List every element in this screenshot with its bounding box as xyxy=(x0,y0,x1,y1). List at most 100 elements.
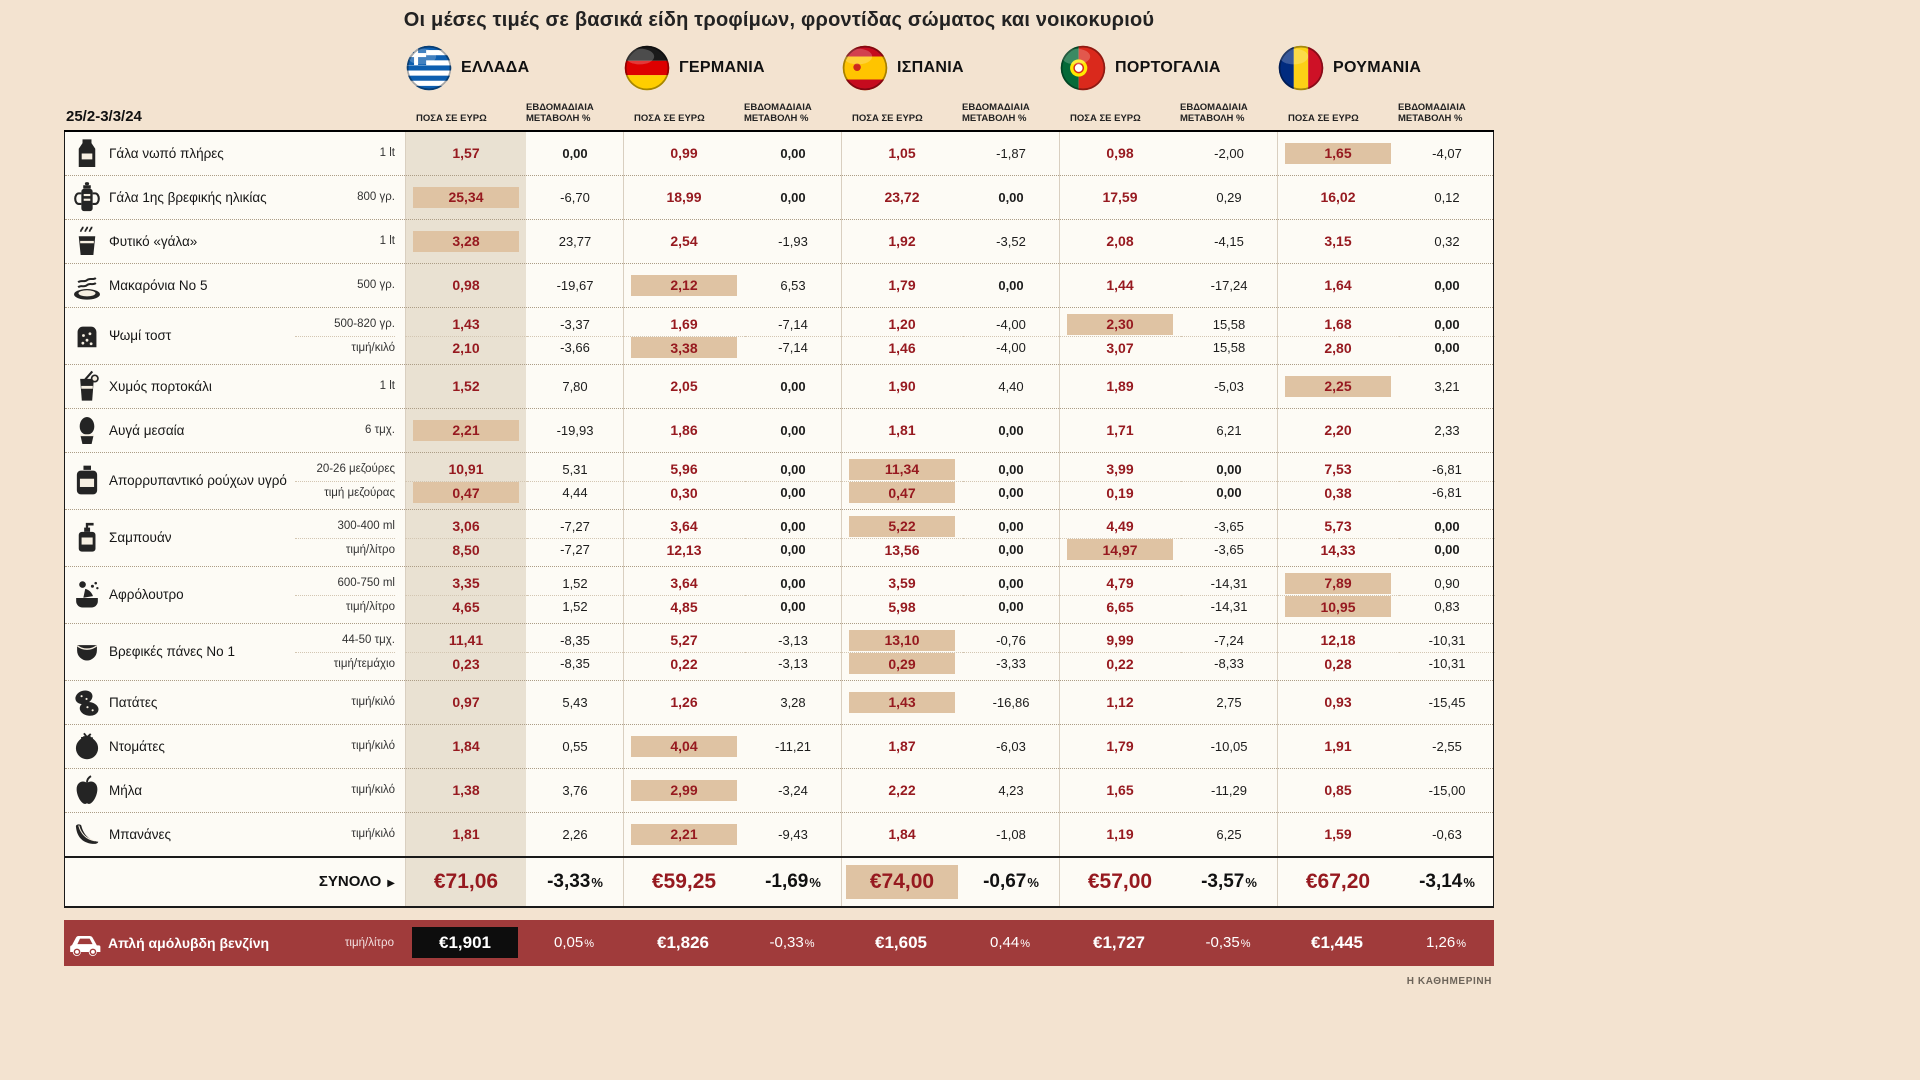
change-cell: -1,93 xyxy=(745,228,841,254)
change-value: 23,77 xyxy=(558,233,592,249)
price-line: 1,43 xyxy=(841,689,963,715)
price-value: 1,71 xyxy=(1106,422,1134,439)
product-units: 44-50 τμχ. τιμή/τεμάχιο xyxy=(295,629,405,675)
price-line: 5,27 xyxy=(623,629,745,652)
price-value: 1,81 xyxy=(452,826,480,843)
product-unit: τιμή/κιλό xyxy=(351,696,395,709)
change-value: -10,31 xyxy=(1428,632,1466,648)
price-value: 3,64 xyxy=(670,518,698,535)
change-cell: -2,00 xyxy=(1181,140,1277,166)
diaper-glyph xyxy=(76,645,98,661)
table-row: Πατάτες τιμή/κιλό 0,97 5,43 1,26 3,28 1,43 -16,… xyxy=(65,679,1493,724)
price-value: 0,22 xyxy=(1106,655,1134,672)
price-cell: 3,15 xyxy=(1277,228,1399,254)
change-cell: -3,37 -3,66 xyxy=(527,313,623,359)
total-change-cell: -3,57% xyxy=(1181,871,1277,893)
change-cell: 0,90 0,83 xyxy=(1399,572,1495,618)
product-unit: τιμή/τεμάχιο xyxy=(295,651,395,675)
price-line: 17,59 xyxy=(1059,184,1181,210)
price-line: 0,93 xyxy=(1277,689,1399,715)
price-value: 0,47 xyxy=(849,482,955,504)
price-value: 3,28 xyxy=(413,230,519,252)
total-change-value: -0,67 xyxy=(983,870,1027,892)
fuel-change-value: 1,26 xyxy=(1426,934,1456,952)
price-line: 4,65 xyxy=(405,594,527,618)
price-line: 0,98 xyxy=(1059,140,1181,166)
change-value: 0,00 xyxy=(562,145,588,161)
price-cell: 1,71 xyxy=(1059,417,1181,443)
price-cell: 10,91 0,47 xyxy=(405,458,527,504)
price-cell: 1,20 1,46 xyxy=(841,313,963,359)
price-cell: 2,12 xyxy=(623,272,745,298)
price-line: 1,59 xyxy=(1277,821,1399,847)
price-cell: 2,25 xyxy=(1277,373,1399,399)
price-line: 1,92 xyxy=(841,228,963,254)
product-name: Μήλα xyxy=(109,782,143,798)
price-cell: 0,97 xyxy=(405,689,527,715)
change-cell: -0,63 xyxy=(1399,821,1495,847)
price-cell: 25,34 xyxy=(405,184,527,210)
change-cell: 0,00 0,00 xyxy=(1181,458,1277,504)
change-value: 7,80 xyxy=(562,378,588,394)
body-wash-icon xyxy=(65,578,109,611)
total-change-cell: -1,69% xyxy=(745,871,841,893)
change-column-label: ΕΒΔΟΜΑΔΙΑΙΑ ΜΕΤΑΒΟΛΗ % xyxy=(1398,102,1466,125)
country-flag-name: ΕΛΛΑΔΑ xyxy=(404,42,622,94)
price-line: 1,38 xyxy=(405,777,527,803)
product-name: Γάλα 1ης βρεφικής ηλικίας xyxy=(109,189,267,205)
price-value: 5,98 xyxy=(888,598,916,615)
price-cell: 0,98 xyxy=(1059,140,1181,166)
price-value: 25,34 xyxy=(413,186,519,208)
change-cell: -14,31 -14,31 xyxy=(1181,572,1277,618)
product-unit: 44-50 τμχ. xyxy=(341,634,395,647)
change-value: -3,52 xyxy=(996,233,1026,249)
price-cell: 23,72 xyxy=(841,184,963,210)
price-cell: 4,79 6,65 xyxy=(1059,572,1181,618)
country-header-spain: ΙΣΠΑΝΙΑ ΠΟΣΑ ΣΕ ΕΥΡΩ ΕΒΔΟΜΑΔΙΑΙΑ ΜΕΤΑΒΟΛΗ … xyxy=(840,42,1058,130)
price-cell: 2,54 xyxy=(623,228,745,254)
country-flag-name: ΙΣΠΑΝΙΑ xyxy=(840,42,1058,94)
price-line: 1,68 xyxy=(1277,313,1399,336)
change-value: 0,00 xyxy=(1399,335,1495,359)
price-cell: 0,85 xyxy=(1277,777,1399,803)
percent-sign: % xyxy=(1245,874,1257,890)
country-header-germany: ΓΕΡΜΑΝΙΑ ΠΟΣΑ ΣΕ ΕΥΡΩ ΕΒΔΟΜΑΔΙΑΙΑ ΜΕΤΑΒΟΛΗ… xyxy=(622,42,840,130)
change-value: 0,00 xyxy=(780,461,806,477)
change-cell: -9,43 xyxy=(745,821,841,847)
percent-sign: % xyxy=(1463,874,1475,890)
price-line: 11,34 xyxy=(841,458,963,481)
change-cell: -3,52 xyxy=(963,228,1059,254)
price-value: 1,57 xyxy=(452,145,480,162)
pasta-icon xyxy=(65,269,109,302)
shampoo-icon xyxy=(65,521,109,554)
price-value: 1,20 xyxy=(888,316,916,333)
flag-germany-icon xyxy=(624,45,670,91)
price-cell: 0,93 xyxy=(1277,689,1399,715)
greece-column-band xyxy=(406,131,526,906)
product-units: 20-26 μεζούρες τιμή μεζούρας xyxy=(295,458,405,504)
change-value: 0,90 xyxy=(1434,575,1460,591)
change-value: 0,00 xyxy=(963,480,1059,504)
fuel-change-value: 0,05 xyxy=(554,934,584,952)
product-name: Χυμός πορτοκάλι xyxy=(109,378,212,394)
fuel-price-cell: €1,727 xyxy=(1058,927,1180,958)
change-value: 2,33 xyxy=(1434,422,1460,438)
change-cell: 0,00 xyxy=(527,140,623,166)
price-line: 3,35 xyxy=(405,572,527,595)
price-value: 2,99 xyxy=(631,779,737,801)
price-value: 17,59 xyxy=(1102,189,1138,206)
product-name: Ντομάτες xyxy=(109,738,165,754)
price-line: 0,97 xyxy=(405,689,527,715)
price-line: 2,21 xyxy=(623,821,745,847)
price-line: 13,56 xyxy=(841,537,963,561)
change-cell: 0,00 0,00 xyxy=(963,515,1059,561)
price-line: 1,65 xyxy=(1277,140,1399,166)
price-value: 11,34 xyxy=(849,458,955,480)
price-cell: 2,30 3,07 xyxy=(1059,313,1181,359)
fuel-price-value: €1,727 xyxy=(1093,932,1145,952)
change-value: -3,33 xyxy=(963,651,1059,675)
change-value: -11,29 xyxy=(1211,782,1247,798)
country-name: ΡΟΥΜΑΝΙΑ xyxy=(1333,59,1422,76)
price-line: 2,54 xyxy=(623,228,745,254)
change-cell: 0,00 xyxy=(963,272,1059,298)
